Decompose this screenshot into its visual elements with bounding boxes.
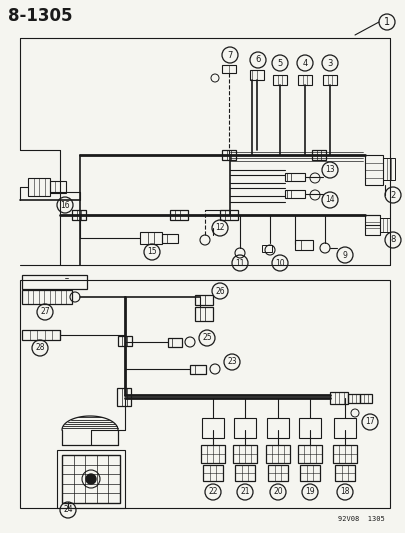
Bar (285, 190, 305, 198)
Bar (262, 245, 272, 252)
Bar (168, 338, 182, 347)
Bar (285, 173, 305, 181)
Bar (323, 75, 337, 85)
Bar (380, 218, 390, 232)
Bar (299, 418, 321, 438)
Bar (222, 65, 236, 73)
Text: 6: 6 (255, 55, 261, 64)
Text: 22: 22 (208, 488, 218, 497)
Circle shape (86, 474, 96, 484)
Text: 10: 10 (275, 259, 285, 268)
Bar (202, 418, 224, 438)
Bar (22, 330, 60, 340)
Text: 9: 9 (343, 251, 347, 260)
Bar (22, 290, 72, 304)
Text: 25: 25 (202, 334, 212, 343)
Bar (266, 445, 290, 463)
Bar (300, 465, 320, 481)
Text: 14: 14 (325, 196, 335, 205)
Bar (140, 232, 162, 244)
Bar (50, 181, 66, 193)
Text: 21: 21 (240, 488, 250, 497)
Text: 11: 11 (235, 259, 245, 268)
Bar (365, 215, 380, 235)
Text: 92V08  1305: 92V08 1305 (338, 516, 385, 522)
Text: 18: 18 (340, 488, 350, 497)
Text: 19: 19 (305, 488, 315, 497)
Text: 16: 16 (60, 200, 70, 209)
Bar (383, 158, 395, 180)
Bar (57, 450, 125, 508)
Bar (28, 178, 50, 196)
Bar (235, 465, 255, 481)
Bar (312, 150, 326, 160)
Bar (117, 388, 131, 406)
Bar (62, 455, 120, 503)
Bar (203, 465, 223, 481)
Text: 24: 24 (63, 505, 73, 514)
Bar (190, 365, 206, 374)
Text: 15: 15 (147, 247, 157, 256)
Text: 28: 28 (35, 343, 45, 352)
Bar (118, 336, 132, 346)
Bar (22, 275, 87, 289)
Text: 13: 13 (325, 166, 335, 174)
Text: 8-1305: 8-1305 (8, 7, 72, 25)
Bar (162, 234, 178, 243)
Bar (220, 210, 238, 220)
Text: 1: 1 (384, 17, 390, 27)
Text: 4: 4 (303, 59, 308, 68)
Bar (365, 155, 383, 185)
Bar (330, 392, 348, 404)
Bar (233, 445, 257, 463)
Bar (360, 394, 372, 403)
Text: 12: 12 (215, 223, 225, 232)
Text: 20: 20 (273, 488, 283, 497)
Bar (195, 295, 213, 305)
Bar (295, 240, 313, 250)
Bar (273, 75, 287, 85)
Bar (348, 394, 360, 403)
Text: 17: 17 (365, 417, 375, 426)
Bar (298, 445, 322, 463)
Bar (298, 75, 312, 85)
Bar (72, 210, 86, 220)
Bar (170, 210, 188, 220)
Text: 27: 27 (40, 308, 50, 317)
Text: 8: 8 (390, 236, 396, 245)
Bar (20, 280, 390, 508)
Text: 23: 23 (227, 358, 237, 367)
Bar (267, 418, 289, 438)
Text: 5: 5 (277, 59, 283, 68)
Bar (250, 70, 264, 80)
Bar (201, 445, 225, 463)
Bar (333, 445, 357, 463)
Text: 7: 7 (227, 51, 233, 60)
Bar (222, 150, 236, 160)
Text: 3: 3 (327, 59, 333, 68)
Text: 2: 2 (390, 190, 396, 199)
Bar (335, 465, 355, 481)
Bar (234, 418, 256, 438)
Bar (268, 465, 288, 481)
Text: 26: 26 (215, 287, 225, 295)
Bar (334, 418, 356, 438)
Bar (195, 307, 213, 321)
